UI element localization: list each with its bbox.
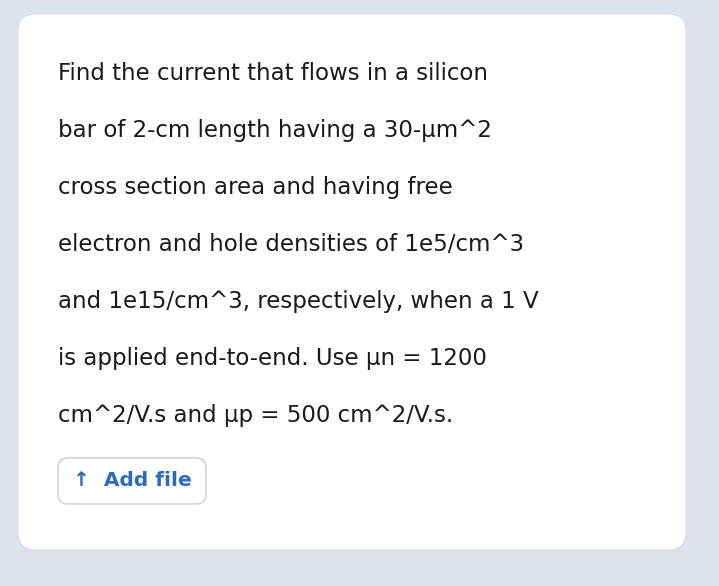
Text: Find the current that flows in a silicon: Find the current that flows in a silicon: [58, 62, 488, 85]
Text: ↑  Add file: ↑ Add file: [73, 472, 191, 490]
FancyBboxPatch shape: [18, 14, 686, 550]
Text: and 1e15/cm^3, respectively, when a 1 V: and 1e15/cm^3, respectively, when a 1 V: [58, 290, 539, 313]
FancyBboxPatch shape: [58, 458, 206, 504]
Text: electron and hole densities of 1e5/cm^3: electron and hole densities of 1e5/cm^3: [58, 233, 524, 256]
Text: bar of 2-cm length having a 30-μm^2: bar of 2-cm length having a 30-μm^2: [58, 119, 492, 142]
Text: is applied end-to-end. Use μn = 1200: is applied end-to-end. Use μn = 1200: [58, 347, 487, 370]
Text: cross section area and having free: cross section area and having free: [58, 176, 453, 199]
Text: cm^2/V.s and μp = 500 cm^2/V.s.: cm^2/V.s and μp = 500 cm^2/V.s.: [58, 404, 453, 427]
